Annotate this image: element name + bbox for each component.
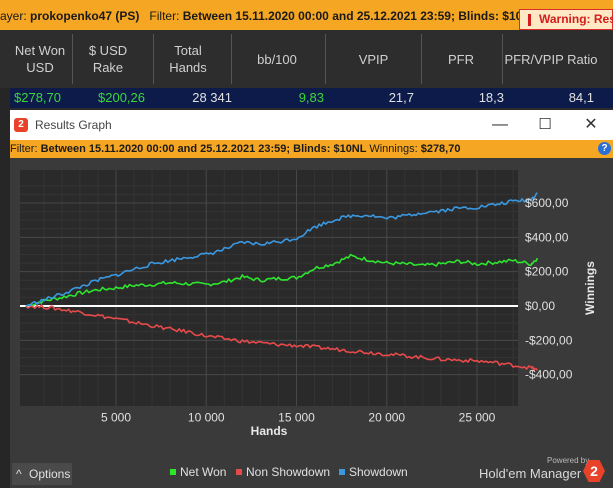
left-panel-strip bbox=[0, 30, 10, 488]
value-pfr: 18,3 bbox=[478, 90, 504, 105]
legend-swatch-green bbox=[170, 468, 176, 475]
value-vpip: 21,7 bbox=[388, 90, 414, 105]
x-tick-label: 15 000 bbox=[278, 411, 315, 425]
chevron-up-icon: ^ bbox=[16, 467, 22, 481]
header-divider bbox=[153, 34, 154, 84]
window-title: Results Graph bbox=[35, 118, 112, 132]
minimize-icon[interactable]: — bbox=[492, 116, 508, 133]
x-tick-labels: 5 000 10 000 15 000 20 000 25 000 bbox=[101, 411, 496, 425]
y-tick-labels: -$400,00 -$200,00 $0,00 $200,00 $400,00 $600,… bbox=[525, 196, 573, 382]
y-tick-label: $600,00 bbox=[525, 196, 569, 210]
filter-value: Between 15.11.2020 00:00 and 25.12.2021 … bbox=[182, 9, 539, 23]
close-icon[interactable]: ✕ bbox=[584, 116, 598, 133]
powered-by-text: Powered by bbox=[547, 456, 590, 465]
brand-name: Hold'em Manager bbox=[479, 466, 582, 481]
hm2-app-icon: 2 bbox=[14, 118, 28, 132]
series-line-net-won bbox=[25, 253, 539, 307]
header-bb100[interactable]: bb/100 bbox=[257, 51, 297, 67]
bottom-bar bbox=[10, 458, 613, 488]
graph-filter-label: Filter: bbox=[10, 143, 38, 155]
legend-non-showdown[interactable]: Non Showdown bbox=[236, 465, 330, 479]
plot-area bbox=[20, 170, 518, 406]
stats-header-row bbox=[0, 30, 613, 88]
graph-filter-text: Filter: Between 15.11.2020 00:00 and 25.… bbox=[10, 140, 460, 158]
y-tick-label: -$200,00 bbox=[525, 333, 573, 347]
graph-filter-bar bbox=[10, 140, 613, 158]
y-tick-label: $200,00 bbox=[525, 265, 569, 279]
warning-badge[interactable]: Warning: Res bbox=[519, 9, 613, 30]
legend-net-won[interactable]: Net Won bbox=[170, 465, 226, 479]
y-tick-label: $0,00 bbox=[525, 299, 555, 313]
x-axis-label: Hands bbox=[251, 424, 288, 438]
x-tick-label: 5 000 bbox=[101, 411, 131, 425]
help-icon[interactable]: ? bbox=[598, 142, 611, 155]
header-net-won[interactable]: Net Won USD bbox=[14, 43, 66, 75]
top-info-bar bbox=[0, 0, 613, 30]
value-pfr-vpip-ratio: 84,1 bbox=[568, 90, 594, 105]
legend-showdown[interactable]: Showdown bbox=[339, 465, 408, 479]
results-chart: 5 000 10 000 15 000 20 000 25 000 -$400,00-$… bbox=[10, 158, 613, 458]
header-rake[interactable]: $ USD Rake bbox=[88, 43, 128, 75]
player-label: ayer: bbox=[0, 9, 27, 23]
legend-swatch-red bbox=[236, 468, 242, 475]
filter-label: Filter: bbox=[149, 9, 180, 23]
series-group bbox=[25, 192, 539, 371]
stats-value-row[interactable] bbox=[10, 88, 613, 108]
header-divider bbox=[502, 34, 503, 84]
winnings-label: Winnings: bbox=[369, 143, 418, 155]
options-label: Options bbox=[28, 467, 71, 481]
value-rake: $200,26 bbox=[98, 90, 145, 105]
hm2-logo-icon: 2 bbox=[583, 460, 605, 482]
header-divider bbox=[72, 34, 73, 84]
series-line-non-showdown bbox=[25, 304, 538, 371]
graph-filter-value: Between 15.11.2020 00:00 and 25.12.2021 … bbox=[40, 143, 367, 155]
value-total-hands: 28 341 bbox=[192, 90, 232, 105]
x-tick-label: 10 000 bbox=[188, 411, 225, 425]
header-pfr-vpip-ratio[interactable]: PFR/VPIP Ratio bbox=[504, 51, 598, 67]
header-total-hands[interactable]: Total Hands bbox=[169, 43, 207, 75]
legend-swatch-blue bbox=[339, 468, 345, 475]
winnings-value: $278,70 bbox=[420, 143, 461, 155]
series-line-showdown bbox=[25, 192, 538, 307]
warning-icon bbox=[528, 13, 531, 26]
x-tick-label: 25 000 bbox=[459, 411, 496, 425]
player-value: prokopenko47 (PS) bbox=[30, 9, 140, 23]
legend-label: Showdown bbox=[349, 465, 408, 479]
y-tick-label: -$400,00 bbox=[525, 368, 573, 382]
player-filter-text: ayer: prokopenko47 (PS) Filter: Between … bbox=[0, 0, 538, 30]
value-net-won: $278,70 bbox=[14, 90, 61, 105]
options-button[interactable]: ^ Options bbox=[12, 463, 72, 485]
header-divider bbox=[231, 34, 232, 84]
warning-text: Warning: Res bbox=[539, 12, 613, 26]
legend-label: Non Showdown bbox=[246, 465, 331, 479]
header-vpip[interactable]: VPIP bbox=[358, 51, 389, 67]
window-titlebar[interactable] bbox=[10, 110, 613, 140]
header-divider bbox=[325, 34, 326, 84]
header-divider bbox=[421, 34, 422, 84]
legend-label: Net Won bbox=[180, 465, 227, 479]
x-tick-label: 20 000 bbox=[368, 411, 405, 425]
maximize-icon[interactable]: ☐ bbox=[538, 116, 552, 133]
y-tick-label: $400,00 bbox=[525, 230, 569, 244]
value-bb100: 9,83 bbox=[298, 90, 324, 105]
header-pfr[interactable]: PFR bbox=[448, 51, 474, 67]
y-axis-label: Winnings bbox=[583, 261, 597, 315]
